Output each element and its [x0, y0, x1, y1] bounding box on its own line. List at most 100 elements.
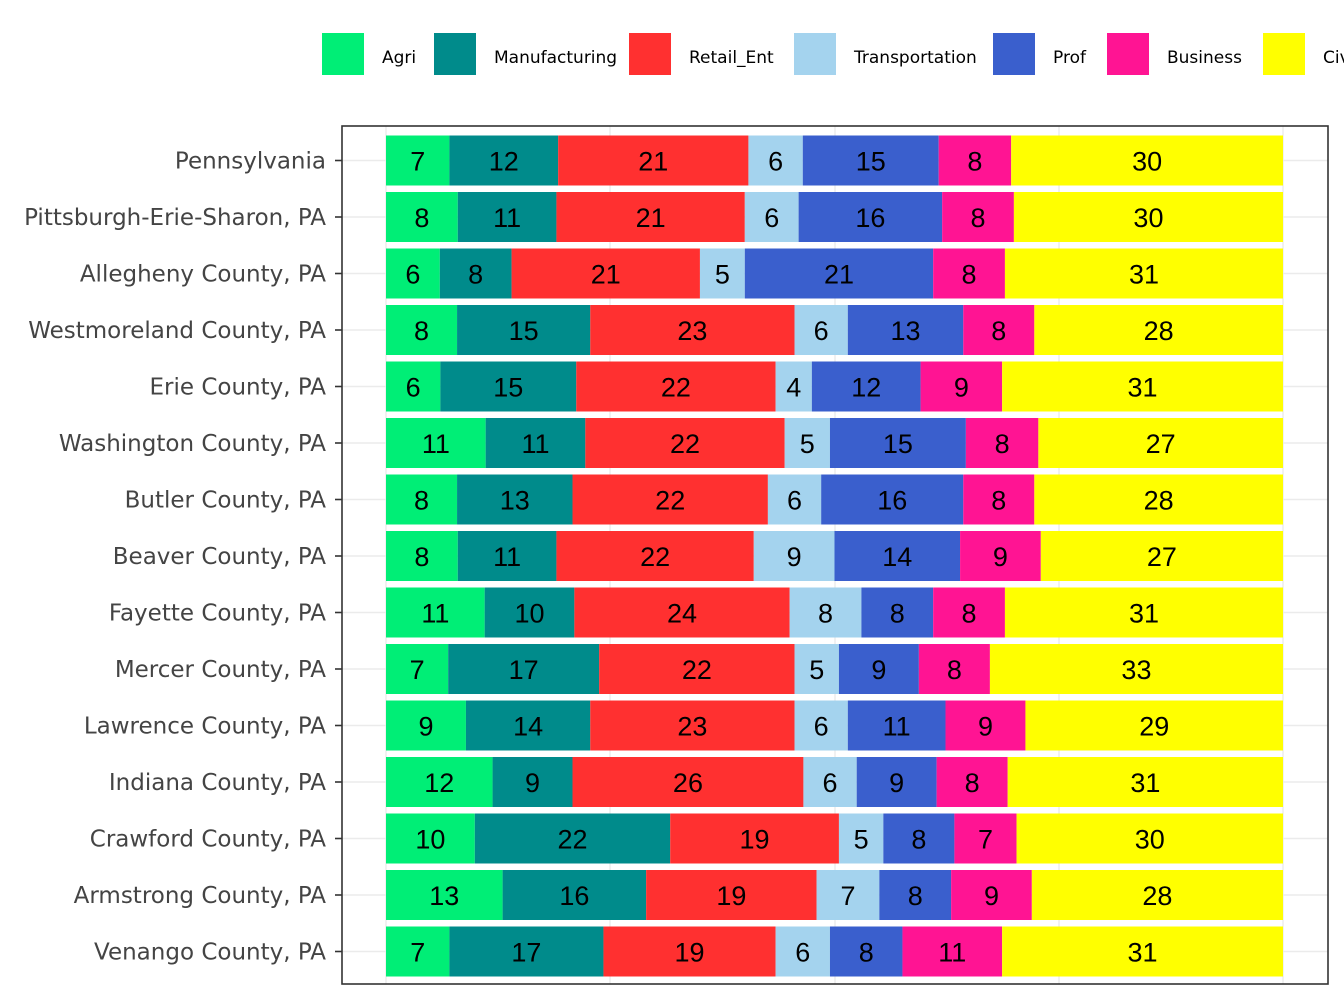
data-label: 27: [1146, 429, 1176, 459]
bar-segment-retail-ent: [511, 248, 700, 299]
bar-segment-agri: [386, 870, 503, 920]
data-label: 8: [414, 486, 429, 516]
bar-segment-agri: [386, 700, 466, 751]
bar-segment-business: [960, 531, 1041, 581]
data-label: 8: [911, 825, 926, 855]
data-label: 7: [978, 825, 993, 855]
data-label: 8: [818, 599, 833, 629]
bars: 7 12 21 6 15 8 30 8 11 21 6 16 8 30 6 8 21 5 21 8 31 8 15 23 6 13…: [386, 135, 1283, 977]
data-label: 8: [991, 486, 1006, 516]
data-label: 23: [677, 712, 707, 742]
data-label: 22: [640, 542, 670, 572]
data-label: 9: [984, 881, 999, 911]
bar-segment-civ: [1011, 135, 1283, 186]
data-label: 11: [493, 203, 521, 233]
data-label: 30: [1132, 147, 1162, 177]
bar-segment-prof: [834, 531, 961, 581]
data-label: 8: [995, 429, 1010, 459]
data-label: 8: [947, 655, 962, 685]
bar-segment-business: [902, 926, 1003, 977]
bar-segment-retail-ent: [599, 644, 795, 694]
y-tick-label: Pennsylvania: [175, 149, 326, 175]
y-axis: Pennsylvania Pittsburgh-Erie-Sharon, PA Al…: [24, 149, 342, 966]
data-label: 14: [882, 542, 912, 572]
data-label: 21: [638, 147, 668, 177]
bar-segment-retail-ent: [556, 192, 745, 242]
data-label: 6: [405, 260, 420, 290]
data-label: 6: [795, 938, 810, 968]
data-label: 26: [673, 768, 703, 798]
data-label: 22: [557, 825, 587, 855]
legend-item: Agri: [322, 33, 416, 75]
data-label: 13: [891, 316, 921, 346]
legend-item: Manufacturing: [434, 33, 617, 75]
data-label: 10: [415, 825, 445, 855]
plot-panel-border: [341, 125, 1329, 985]
bar-segment-prof: [821, 474, 964, 525]
data-label: 28: [1144, 316, 1174, 346]
bar-segment-civ: [1040, 531, 1283, 581]
bar-segment-civ: [1013, 192, 1283, 242]
bar-segment-agri: [386, 644, 449, 694]
legend-label: Transportation: [853, 48, 977, 68]
data-label: 24: [667, 599, 697, 629]
bar-segment-transportation: [748, 135, 803, 186]
data-label: 8: [414, 203, 429, 233]
legend-item: Business: [1107, 33, 1242, 75]
data-label: 12: [851, 373, 881, 403]
bar-segment-business: [945, 700, 1026, 751]
bar-segment-manufacturing: [457, 531, 557, 581]
legend-label: Retail_Ent: [689, 48, 774, 68]
data-label: 17: [511, 938, 541, 968]
bar-segment-manufacturing: [474, 813, 671, 864]
data-label: 6: [764, 203, 779, 233]
data-label: 4: [786, 373, 801, 403]
bar-segment-civ: [1002, 361, 1283, 412]
bar-segment-civ: [1031, 870, 1283, 920]
bar-segment-business: [933, 248, 1005, 299]
data-label: 8: [414, 542, 429, 572]
data-label: 5: [715, 260, 730, 290]
y-tick-label: Armstrong County, PA: [74, 883, 327, 909]
bar-segment-prof: [838, 644, 919, 694]
data-label: 6: [823, 768, 838, 798]
data-label: 9: [871, 655, 886, 685]
data-label: 12: [489, 147, 519, 177]
bar-segment-transportation: [838, 813, 884, 864]
bar-segment-transportation: [775, 361, 812, 412]
bar-segment-retail-ent: [572, 757, 804, 807]
legend-swatch: [794, 33, 836, 75]
data-label: 7: [410, 147, 425, 177]
bar-segment-agri: [386, 587, 485, 638]
y-tick-label: Crawford County, PA: [90, 827, 326, 853]
bar-segment-manufacturing: [492, 757, 573, 807]
data-label: 27: [1147, 542, 1177, 572]
bar-segment-agri: [386, 474, 458, 525]
bar-segment-manufacturing: [457, 474, 573, 525]
legend-label: Manufacturing: [494, 48, 617, 68]
data-label: 6: [406, 373, 421, 403]
data-label: 8: [890, 599, 905, 629]
data-label: 7: [410, 938, 425, 968]
legend-label: Agri: [382, 48, 416, 68]
bar-segment-prof: [847, 700, 946, 751]
data-label: 8: [962, 599, 977, 629]
data-label: 33: [1121, 655, 1151, 685]
bar-row: 10 22 19 5 8 7 30: [386, 813, 1283, 864]
data-label: 12: [424, 768, 454, 798]
bar-segment-prof: [829, 926, 903, 977]
legend-label: Business: [1167, 48, 1242, 68]
data-label: 8: [859, 938, 874, 968]
y-tick-label: Allegheny County, PA: [80, 262, 326, 288]
bar-segment-business: [920, 361, 1003, 412]
legend-swatch: [993, 33, 1035, 75]
data-label: 7: [410, 655, 425, 685]
bar-segment-business: [933, 587, 1005, 638]
legend-item: Civ: [1263, 33, 1344, 75]
bar-row: 7 17 19 6 8 11 31: [386, 926, 1283, 977]
data-label: 15: [509, 316, 539, 346]
bar-segment-transportation: [775, 926, 830, 977]
data-label: 8: [908, 881, 923, 911]
bar-segment-manufacturing: [439, 248, 512, 299]
